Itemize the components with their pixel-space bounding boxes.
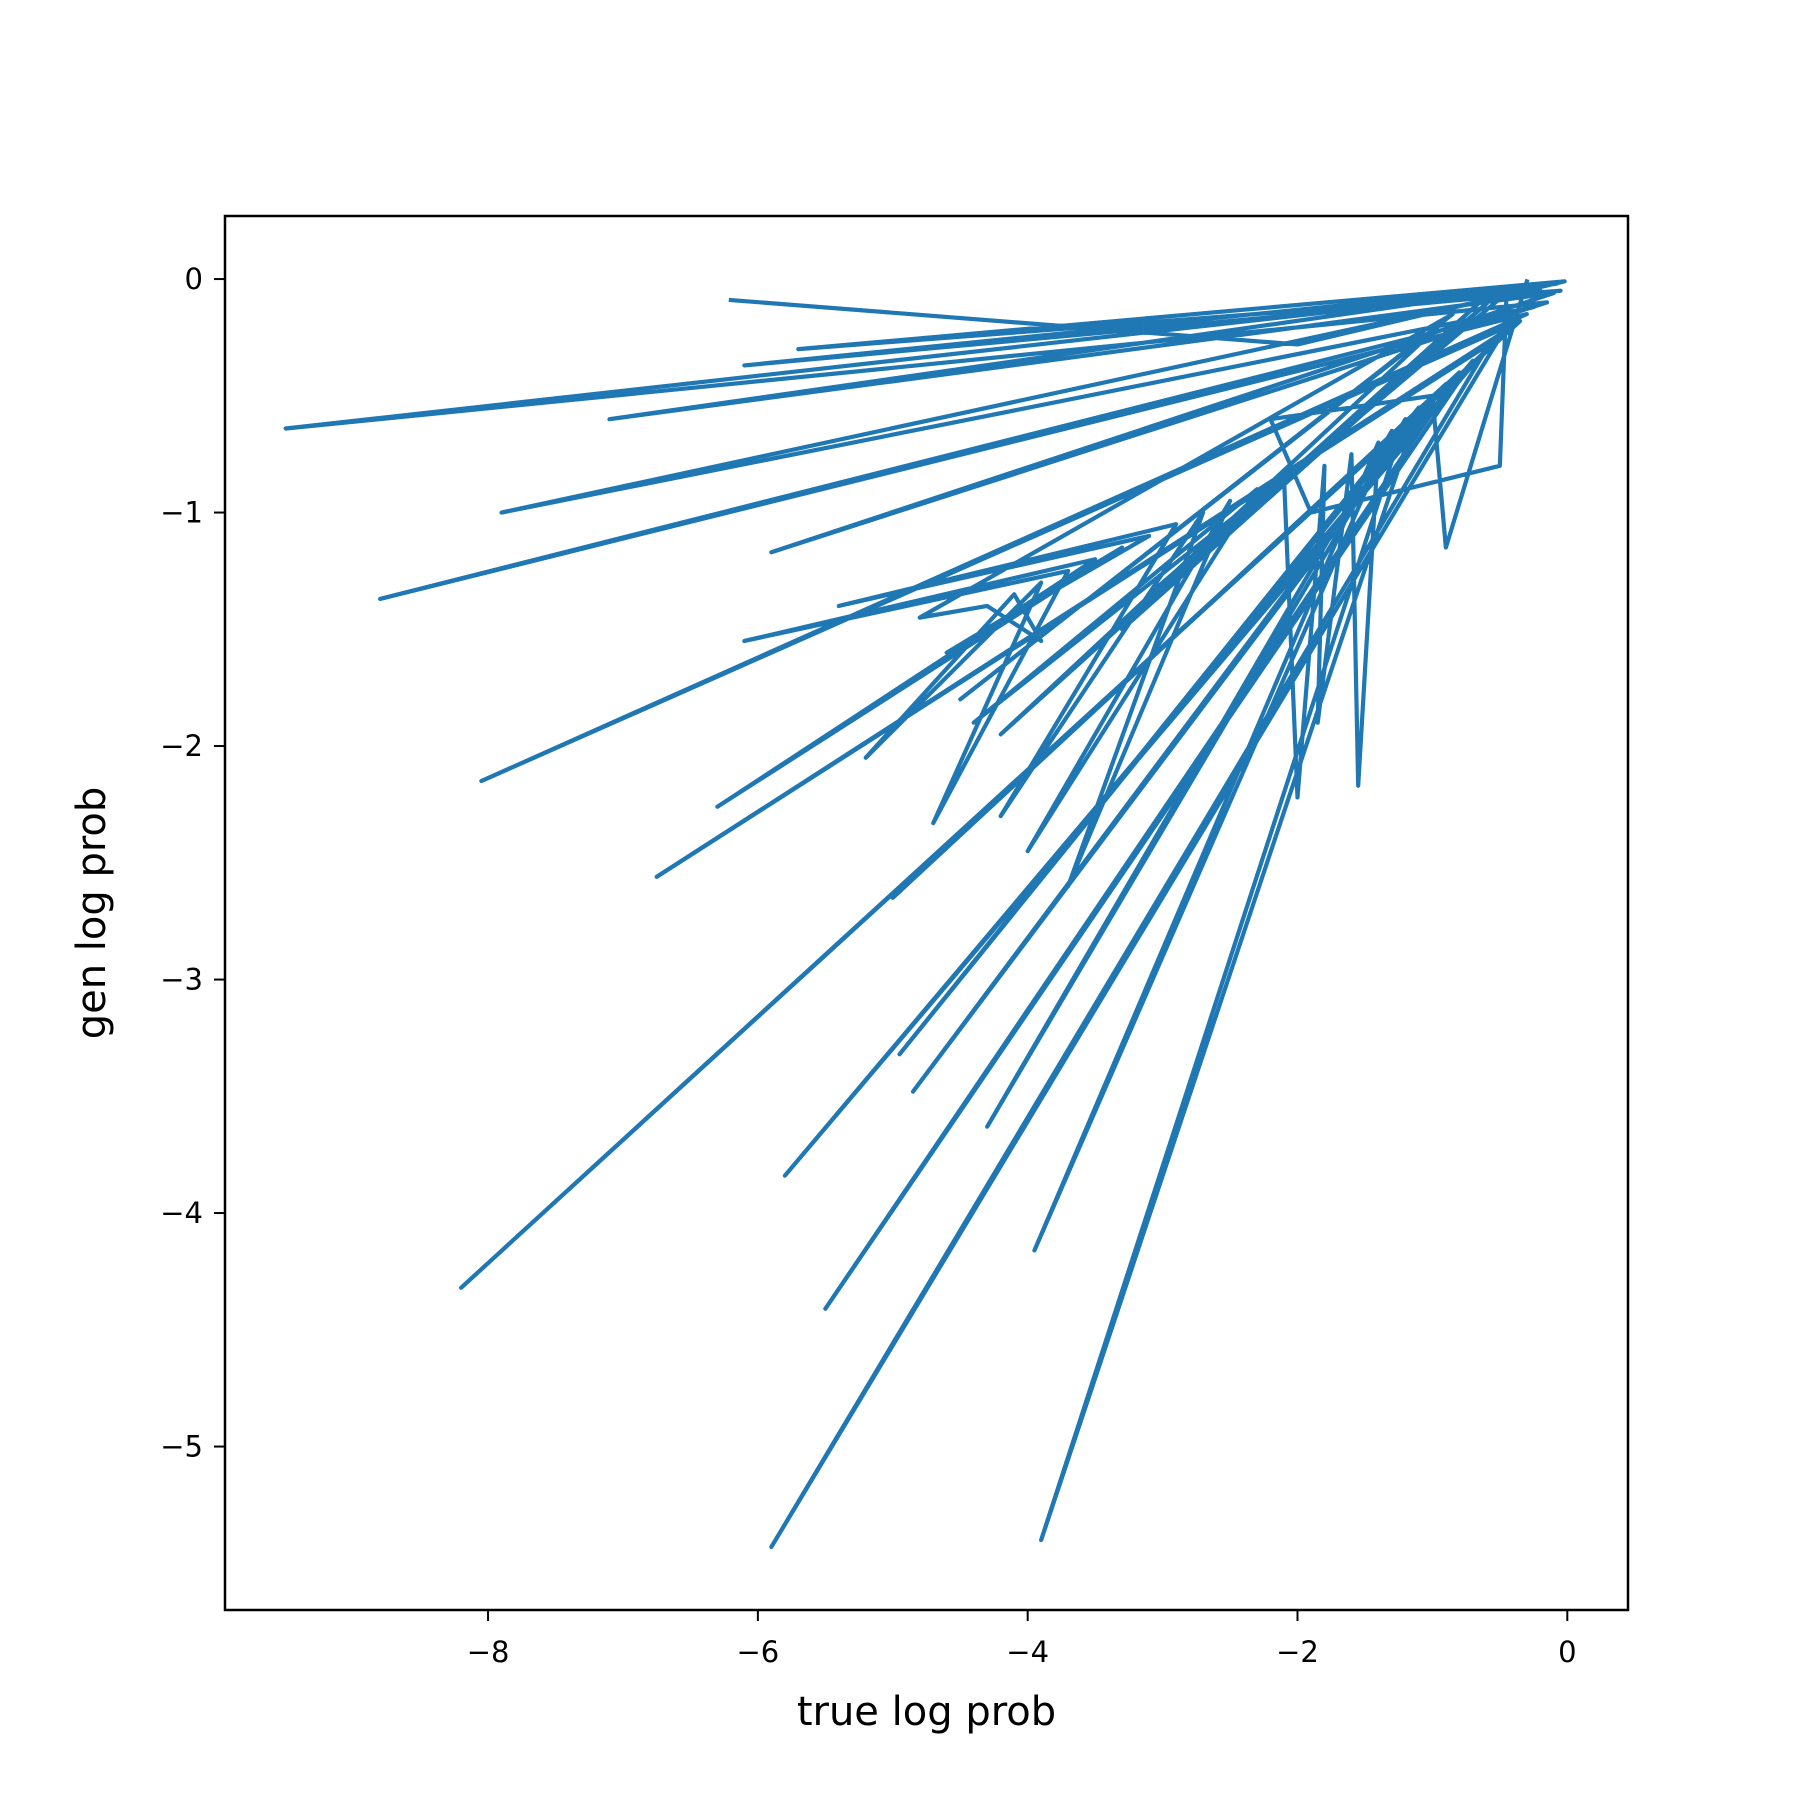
x-tick-label: −8 bbox=[467, 1635, 510, 1669]
y-tick-label: 0 bbox=[185, 262, 203, 296]
y-tick-label: −5 bbox=[160, 1430, 203, 1464]
x-axis-label: true log prob bbox=[797, 1689, 1056, 1735]
y-tick-label: −2 bbox=[160, 729, 203, 763]
ticks-layer: −8 −6 −4 −2 0 0 −1 −2 −3 −4 −5 bbox=[160, 262, 1576, 1669]
series-line-0 bbox=[283, 278, 1567, 1550]
x-tick-label: −6 bbox=[736, 1635, 779, 1669]
x-tick-label: −4 bbox=[1006, 1635, 1049, 1669]
plot-frame bbox=[223, 214, 1630, 1612]
series-layer bbox=[283, 278, 1567, 1550]
y-tick-label: −3 bbox=[160, 963, 203, 997]
x-tick-label: 0 bbox=[1558, 1635, 1576, 1669]
x-tick-label: −2 bbox=[1276, 1635, 1319, 1669]
y-tick-label: −4 bbox=[160, 1196, 203, 1230]
y-axis-label: gen log prob bbox=[69, 787, 115, 1040]
y-tick-label: −1 bbox=[160, 496, 203, 530]
